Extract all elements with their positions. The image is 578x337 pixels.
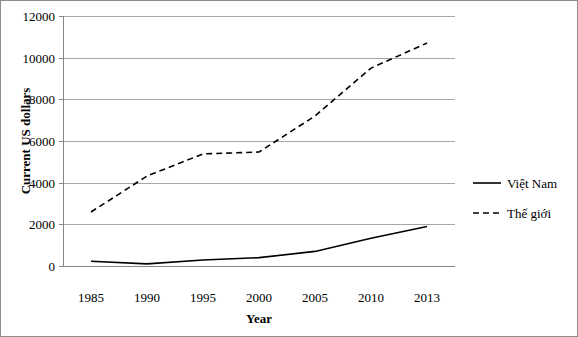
- legend-swatch: [473, 182, 501, 184]
- series-line: [91, 226, 427, 264]
- x-tick-label: 2010: [358, 290, 384, 305]
- legend-label: Thế giới: [507, 206, 551, 221]
- y-tick: [59, 183, 63, 184]
- x-tick-label: 2000: [246, 290, 272, 305]
- chart: 0200040006000800010000120001985199019952…: [0, 0, 578, 337]
- grid-line: [63, 266, 455, 267]
- y-tick: [59, 99, 63, 100]
- grid-line: [63, 141, 455, 142]
- y-axis-label: Current US dollars: [18, 88, 33, 195]
- frame: [1, 1, 578, 337]
- y-tick: [59, 58, 63, 59]
- x-tick-label: 1985: [78, 290, 104, 305]
- x-axis: [63, 266, 455, 267]
- grid-line: [63, 58, 455, 59]
- y-tick: [59, 141, 63, 142]
- plot-lines: [91, 43, 427, 264]
- grid-line: [63, 16, 455, 17]
- x-axis-label: Year: [246, 311, 272, 326]
- x-tick-label: 2013: [414, 290, 440, 305]
- grid-line: [63, 99, 455, 100]
- x-tick-label: 2005: [302, 290, 328, 305]
- grid-line: [63, 183, 455, 184]
- x-tick-label: 1995: [190, 290, 216, 305]
- grid-line: [63, 224, 455, 225]
- series-line: [91, 43, 427, 212]
- y-tick-label: 0: [49, 259, 56, 274]
- y-tick-label: 2000: [29, 217, 55, 232]
- y-tick: [59, 224, 63, 225]
- y-axis: [63, 16, 64, 266]
- y-tick-label: 12000: [23, 9, 56, 24]
- legend-label: Việt Nam: [507, 176, 557, 191]
- y-tick: [59, 16, 63, 17]
- x-tick-label: 1990: [134, 290, 160, 305]
- y-tick-label: 10000: [23, 51, 56, 66]
- y-tick: [59, 266, 63, 267]
- legend-swatch: [473, 212, 501, 214]
